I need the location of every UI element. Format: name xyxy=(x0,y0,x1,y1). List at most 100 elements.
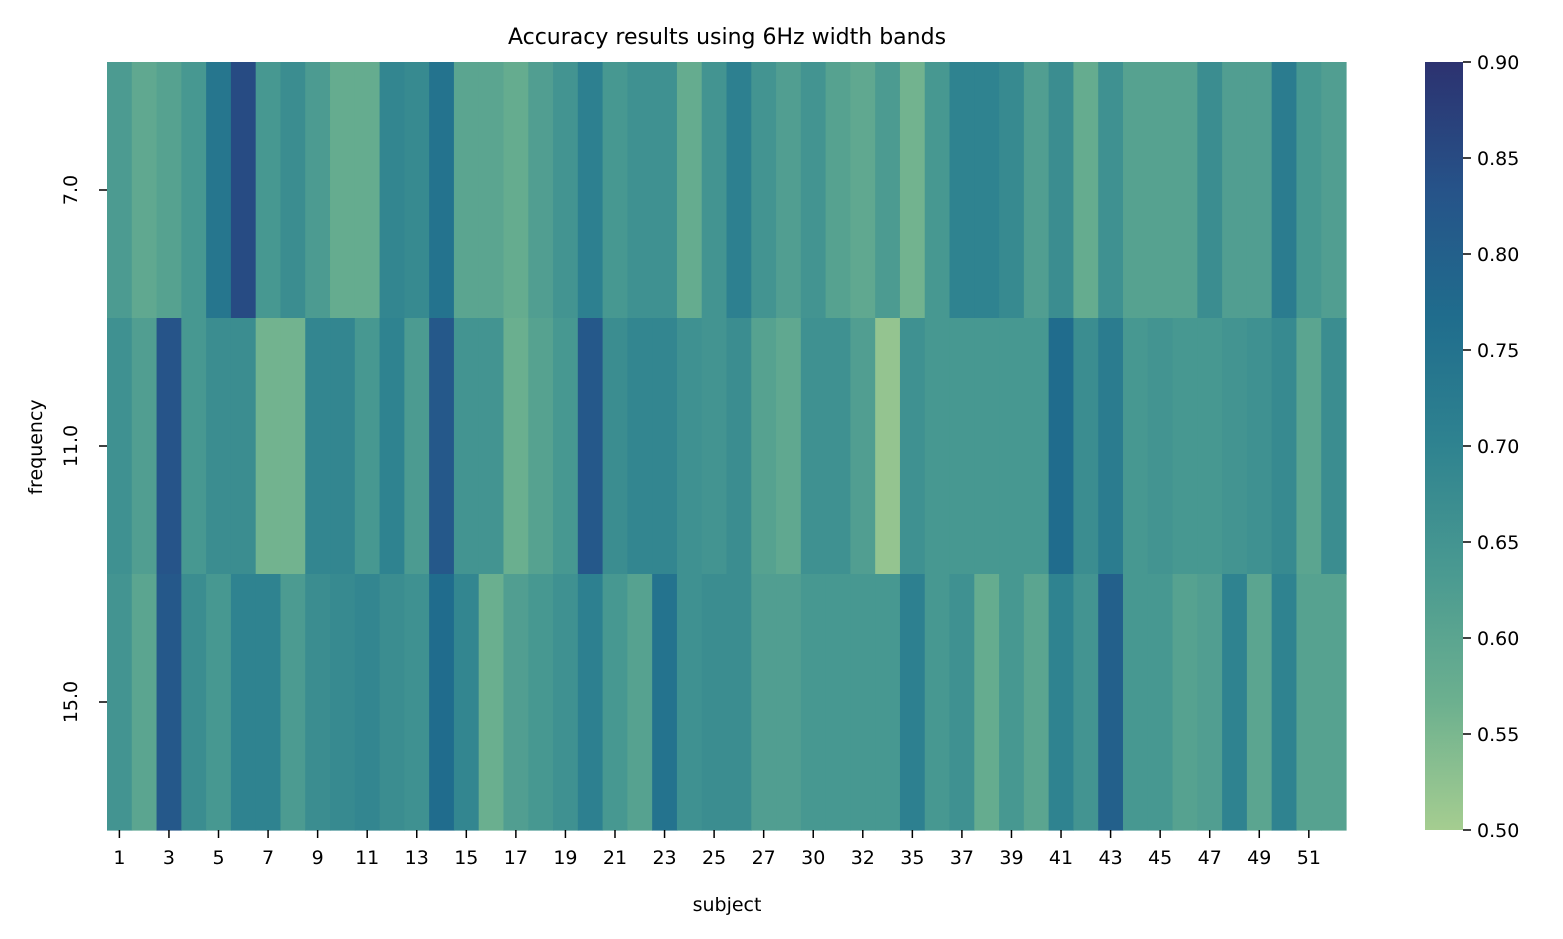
heatmap-cell xyxy=(404,318,430,575)
colorbar-ticks: 0.50 0.55 0.60 0.65 0.70 0.75 0.80 0.85 0.90 xyxy=(1463,52,1519,842)
heatmap-cell xyxy=(330,318,356,575)
heatmap-cell xyxy=(528,318,554,575)
x-tick-label: 11 xyxy=(355,847,379,869)
chart-title: Accuracy results using 6Hz width bands xyxy=(508,25,946,50)
heatmap-cell xyxy=(1172,574,1198,831)
heatmap-cell xyxy=(974,574,1000,831)
heatmap-cell xyxy=(1023,574,1050,831)
colorbar-tick-label: 0.60 xyxy=(1477,628,1519,650)
x-tick-label: 1 xyxy=(113,847,125,869)
heatmap-cell xyxy=(1246,574,1273,831)
x-tick-label: 51 xyxy=(1297,847,1321,869)
heatmap-cell xyxy=(230,318,257,575)
heatmap-cell xyxy=(1222,62,1248,319)
colorbar xyxy=(1425,62,1463,830)
colorbar-tick-label: 0.90 xyxy=(1477,52,1519,74)
y-axis-ticks: 7.0 11.0 15.0 xyxy=(60,175,107,723)
heatmap-cell xyxy=(899,62,926,319)
x-tick-label: 35 xyxy=(900,847,924,869)
heatmap-cell xyxy=(280,62,306,319)
heatmap-cell xyxy=(577,62,604,319)
heatmap-cell xyxy=(800,62,827,319)
heatmap-cell xyxy=(379,318,405,575)
heatmap-cell xyxy=(255,574,282,831)
heatmap-cell xyxy=(255,318,282,575)
heatmap-cell xyxy=(751,574,777,831)
x-tick-label: 25 xyxy=(702,847,726,869)
heatmap-cell xyxy=(999,318,1025,575)
heatmap-cell xyxy=(1246,62,1273,319)
heatmap-cell xyxy=(850,574,876,831)
heatmap-cell xyxy=(701,62,728,319)
colorbar-tick-label: 0.85 xyxy=(1477,148,1519,170)
heatmap-cell xyxy=(949,318,975,575)
x-tick-label: 47 xyxy=(1198,847,1222,869)
colorbar-tick-label: 0.70 xyxy=(1477,436,1519,458)
heatmap-cell xyxy=(825,318,851,575)
heatmap-cell xyxy=(676,62,703,319)
heatmap-cell xyxy=(1073,62,1099,319)
heatmap-cell xyxy=(206,574,232,831)
x-axis-label: subject xyxy=(693,894,762,916)
heatmap-cell xyxy=(652,318,678,575)
heatmap-cell xyxy=(305,318,331,575)
x-tick-label: 9 xyxy=(312,847,324,869)
y-tick-label: 11.0 xyxy=(60,425,82,467)
heatmap-cell xyxy=(751,318,777,575)
heatmap-cell xyxy=(1321,574,1347,831)
heatmap-cell xyxy=(1122,62,1149,319)
heatmap-cell xyxy=(1296,318,1322,575)
heatmap-cell xyxy=(776,318,802,575)
heatmap-cell xyxy=(131,574,158,831)
x-tick-label: 49 xyxy=(1247,847,1271,869)
heatmap-cell xyxy=(354,574,381,831)
heatmap-cell xyxy=(602,62,628,319)
colorbar-tick-label: 0.80 xyxy=(1477,244,1519,266)
heatmap-cell xyxy=(875,318,901,575)
heatmap-cell xyxy=(875,574,901,831)
x-tick-label: 30 xyxy=(801,847,825,869)
heatmap-cell xyxy=(429,574,455,831)
y-axis-label: frequency xyxy=(25,399,47,494)
heatmap-cell xyxy=(602,574,628,831)
x-tick-label: 45 xyxy=(1148,847,1172,869)
heatmap-cell xyxy=(875,62,901,319)
heatmap-cell xyxy=(751,62,777,319)
heatmap-cell xyxy=(354,62,381,319)
heatmap-cell xyxy=(1048,62,1075,319)
x-tick-label: 43 xyxy=(1098,847,1122,869)
heatmap-cells xyxy=(107,62,1347,831)
heatmap-cell xyxy=(156,62,182,319)
heatmap-cell xyxy=(107,574,133,831)
heatmap-cell xyxy=(503,574,529,831)
heatmap-cell xyxy=(1271,574,1298,831)
heatmap-cell xyxy=(255,62,282,319)
heatmap-cell xyxy=(503,62,529,319)
heatmap-cell xyxy=(1073,574,1099,831)
heatmap-cell xyxy=(553,62,579,319)
heatmap-cell xyxy=(652,62,678,319)
heatmap-cell xyxy=(528,62,554,319)
x-tick-label: 41 xyxy=(1049,847,1073,869)
heatmap-cell xyxy=(181,318,207,575)
x-tick-label: 21 xyxy=(603,847,627,869)
heatmap-cell xyxy=(899,318,926,575)
heatmap-cell xyxy=(206,318,232,575)
heatmap-cell xyxy=(553,318,579,575)
heatmap-cell xyxy=(1296,574,1322,831)
colorbar-tick-label: 0.65 xyxy=(1477,532,1519,554)
x-tick-label: 15 xyxy=(454,847,478,869)
heatmap-cell xyxy=(206,62,232,319)
heatmap-cell xyxy=(1048,318,1075,575)
heatmap-cell xyxy=(404,62,430,319)
heatmap-cell xyxy=(602,318,628,575)
heatmap-cell xyxy=(825,574,851,831)
heatmap-cell xyxy=(949,62,975,319)
heatmap-cell xyxy=(156,318,182,575)
heatmap-cell xyxy=(1048,574,1075,831)
x-tick-label: 23 xyxy=(652,847,676,869)
heatmap-cell xyxy=(528,574,554,831)
heatmap-cell xyxy=(899,574,926,831)
heatmap-cell xyxy=(627,574,653,831)
heatmap-cell xyxy=(354,318,381,575)
